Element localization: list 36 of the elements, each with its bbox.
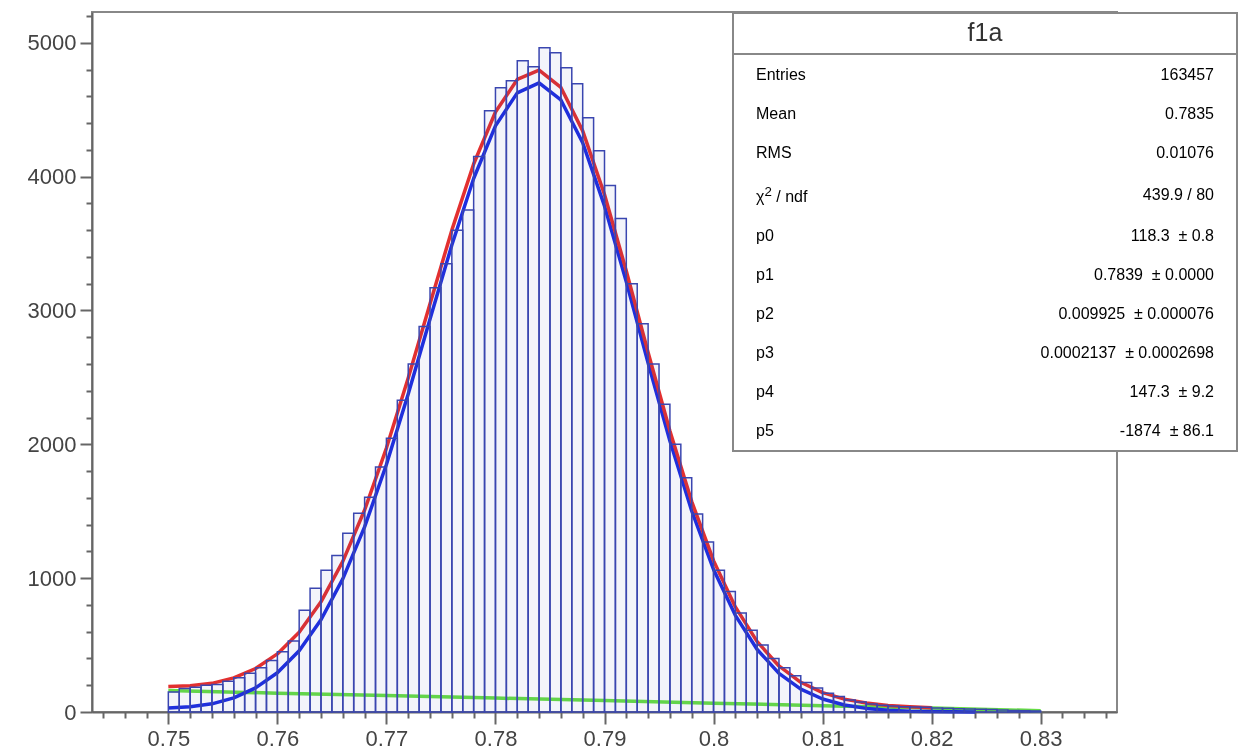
annotation: p2: [755, 304, 775, 325]
x-tick-label: 0.78: [474, 725, 518, 748]
x-tick-label: 0.79: [583, 725, 627, 748]
y-tick-label: 0: [64, 699, 77, 725]
y-tick-label: 2000: [27, 431, 77, 457]
text: 0.01076: [1155, 143, 1215, 163]
annotation: RMS: [755, 143, 793, 163]
text: 439.9 / 80: [1141, 184, 1215, 205]
annotation: p3: [755, 343, 775, 364]
y-tick-label: 4000: [27, 164, 77, 190]
annotation: χ$^{2}$ / ndf: [755, 183, 809, 208]
text: 0.7835: [1164, 104, 1215, 124]
annotation: p5: [755, 421, 775, 442]
text: -1874 ± 86.1: [1118, 421, 1215, 442]
annotation: 0.7839 ± 0.0000: [1093, 265, 1215, 286]
y-tick-label: 1000: [27, 565, 77, 591]
x-tick-label: 0.81: [801, 725, 845, 748]
y-tick-label: 3000: [27, 297, 77, 323]
x-tick-label: 0.76: [256, 725, 300, 748]
annotation: Entries: [755, 65, 807, 85]
y-tick-label: 5000: [27, 30, 77, 56]
annotation: 0.0002137 ± 0.0002698: [1039, 343, 1215, 364]
x-tick-label: 0.8: [698, 725, 730, 748]
annotation: p0: [755, 226, 775, 247]
x-tick-label: 0.77: [365, 725, 409, 748]
text: 163457: [1159, 65, 1215, 85]
x-tick-label: 0.75: [147, 725, 191, 748]
text: 147.3 ± 9.2: [1128, 382, 1215, 403]
annotation: p4: [755, 382, 775, 403]
annotation: p1: [755, 265, 775, 286]
x-tick-label: 0.83: [1019, 725, 1063, 748]
text: 118.3 ± 0.8: [1129, 226, 1215, 247]
annotation: 0.009925 ± 0.000076: [1057, 304, 1215, 325]
chart-title: f1a: [966, 17, 1004, 48]
x-tick-label: 0.82: [910, 725, 954, 748]
annotation: Mean: [755, 104, 798, 124]
